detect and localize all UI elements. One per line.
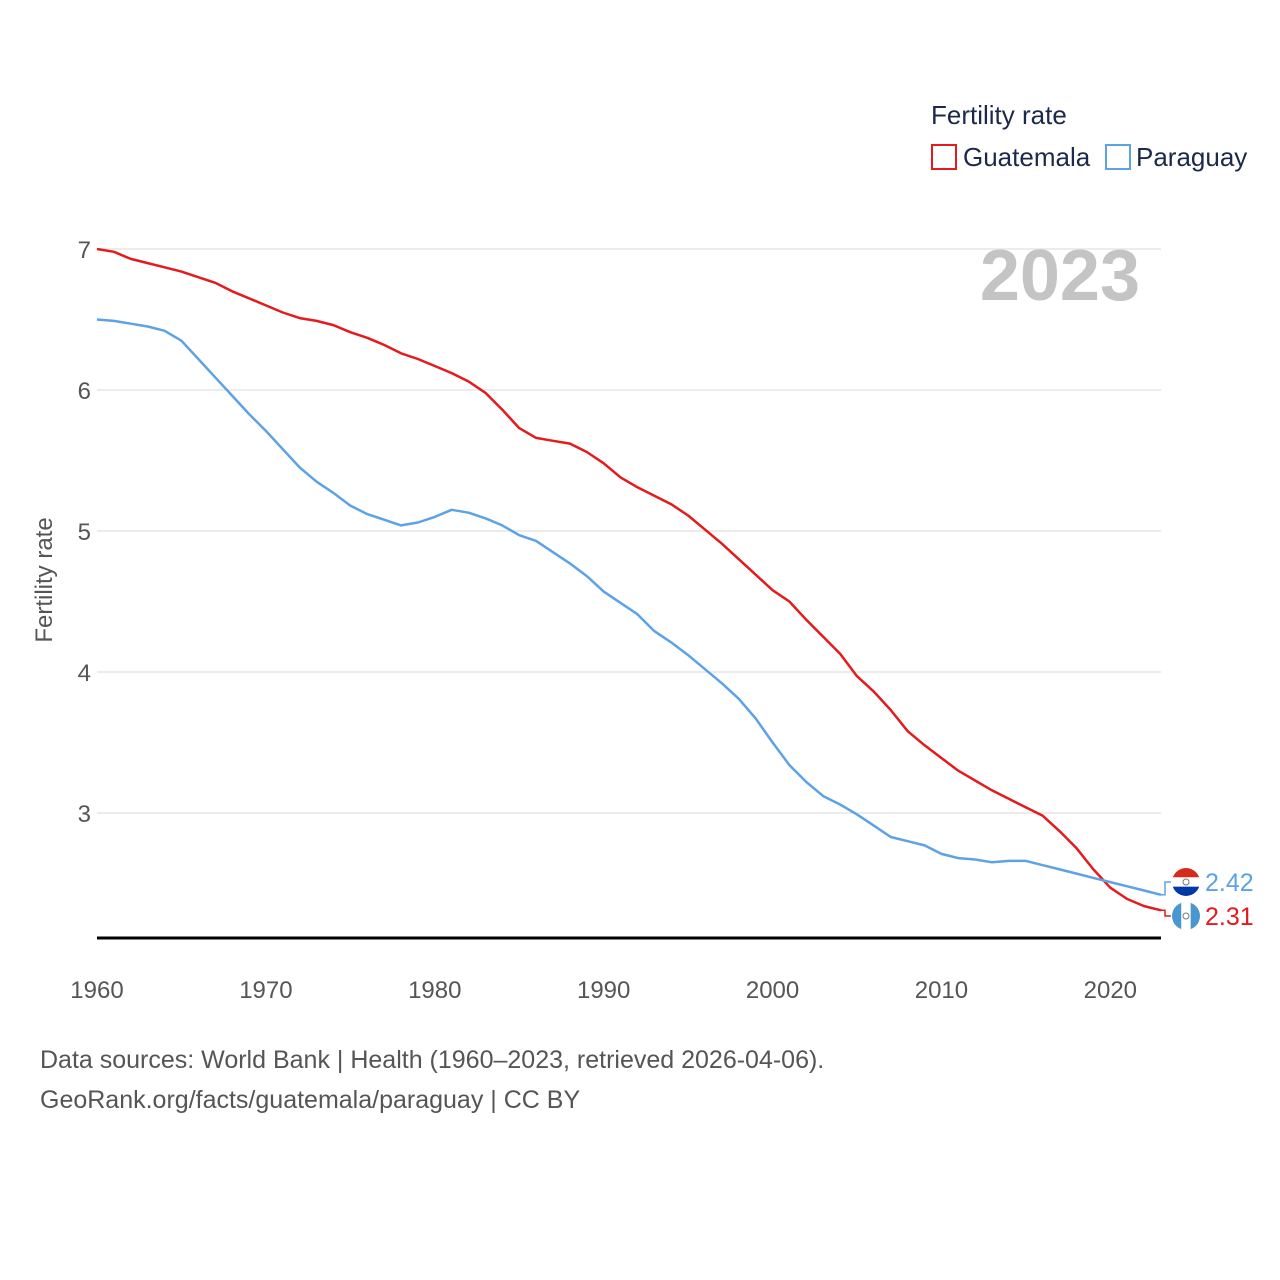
flag-stripe-right [1190, 902, 1200, 930]
y-tick-label-7: 7 [78, 237, 91, 264]
end-value-label-guatemala: 2.31 [1205, 903, 1254, 931]
series-lines [96, 247, 1162, 912]
legend-label-paraguay: Paraguay [1136, 142, 1247, 172]
data-source-text: Data sources: World Bank | Health (1960–… [40, 1046, 825, 1074]
flag-stripe-white [1172, 877, 1200, 887]
legend-item-paraguay[interactable]: Paraguay [1105, 142, 1247, 172]
x-axis-ticks: 1960 1970 1980 1990 2000 2010 2020 [70, 977, 1137, 1004]
y-tick-label-3: 3 [78, 801, 91, 828]
y-tick-label-5: 5 [78, 519, 91, 546]
paraguay-flag-icon [1172, 868, 1200, 896]
end-connector-paraguay [1161, 881, 1171, 896]
legend-swatch-guatemala [931, 144, 957, 170]
y-tick-label-6: 6 [78, 378, 91, 405]
end-labels: 2.42 2.31 [1161, 868, 1254, 931]
series-line-guatemala [96, 247, 1162, 912]
x-tick-label-1960: 1960 [70, 977, 123, 1004]
legend-item-guatemala[interactable]: Guatemala [931, 142, 1091, 172]
current-year-label: 2023 [980, 236, 1140, 316]
x-tick-label-1980: 1980 [408, 977, 461, 1004]
flag-emblem-guatemala [1182, 912, 1190, 920]
x-tick-label-1970: 1970 [239, 977, 292, 1004]
series-line-paraguay [96, 318, 1162, 897]
footer: Data sources: World Bank | Health (1960–… [40, 1040, 824, 1120]
y-axis-title: Fertility rate [31, 517, 58, 642]
flag-stripe-red [1172, 868, 1200, 878]
legend-title: Fertility rate [931, 100, 1067, 130]
y-axis-ticks: 3 4 5 6 7 [78, 237, 91, 828]
end-connector-guatemala [1161, 909, 1171, 917]
y-tick-label-4: 4 [78, 660, 91, 687]
x-tick-label-2010: 2010 [915, 977, 968, 1004]
flag-stripe-blue [1172, 886, 1200, 896]
flag-stripe-center [1181, 902, 1191, 930]
flag-emblem-paraguay [1182, 878, 1190, 886]
legend-swatch-paraguay [1105, 144, 1131, 170]
legend: Fertility rate Guatemala Paraguay [931, 100, 1247, 172]
attribution-text: GeoRank.org/facts/guatemala/paraguay | C… [40, 1086, 581, 1114]
x-tick-label-2020: 2020 [1084, 977, 1137, 1004]
legend-label-guatemala: Guatemala [963, 142, 1091, 172]
x-tick-label-1990: 1990 [577, 977, 630, 1004]
guatemala-flag-icon [1172, 902, 1200, 930]
flag-stripe-left [1172, 902, 1182, 930]
x-tick-label-2000: 2000 [746, 977, 799, 1004]
gridlines [97, 248, 1161, 814]
end-value-label-paraguay: 2.42 [1205, 869, 1254, 897]
